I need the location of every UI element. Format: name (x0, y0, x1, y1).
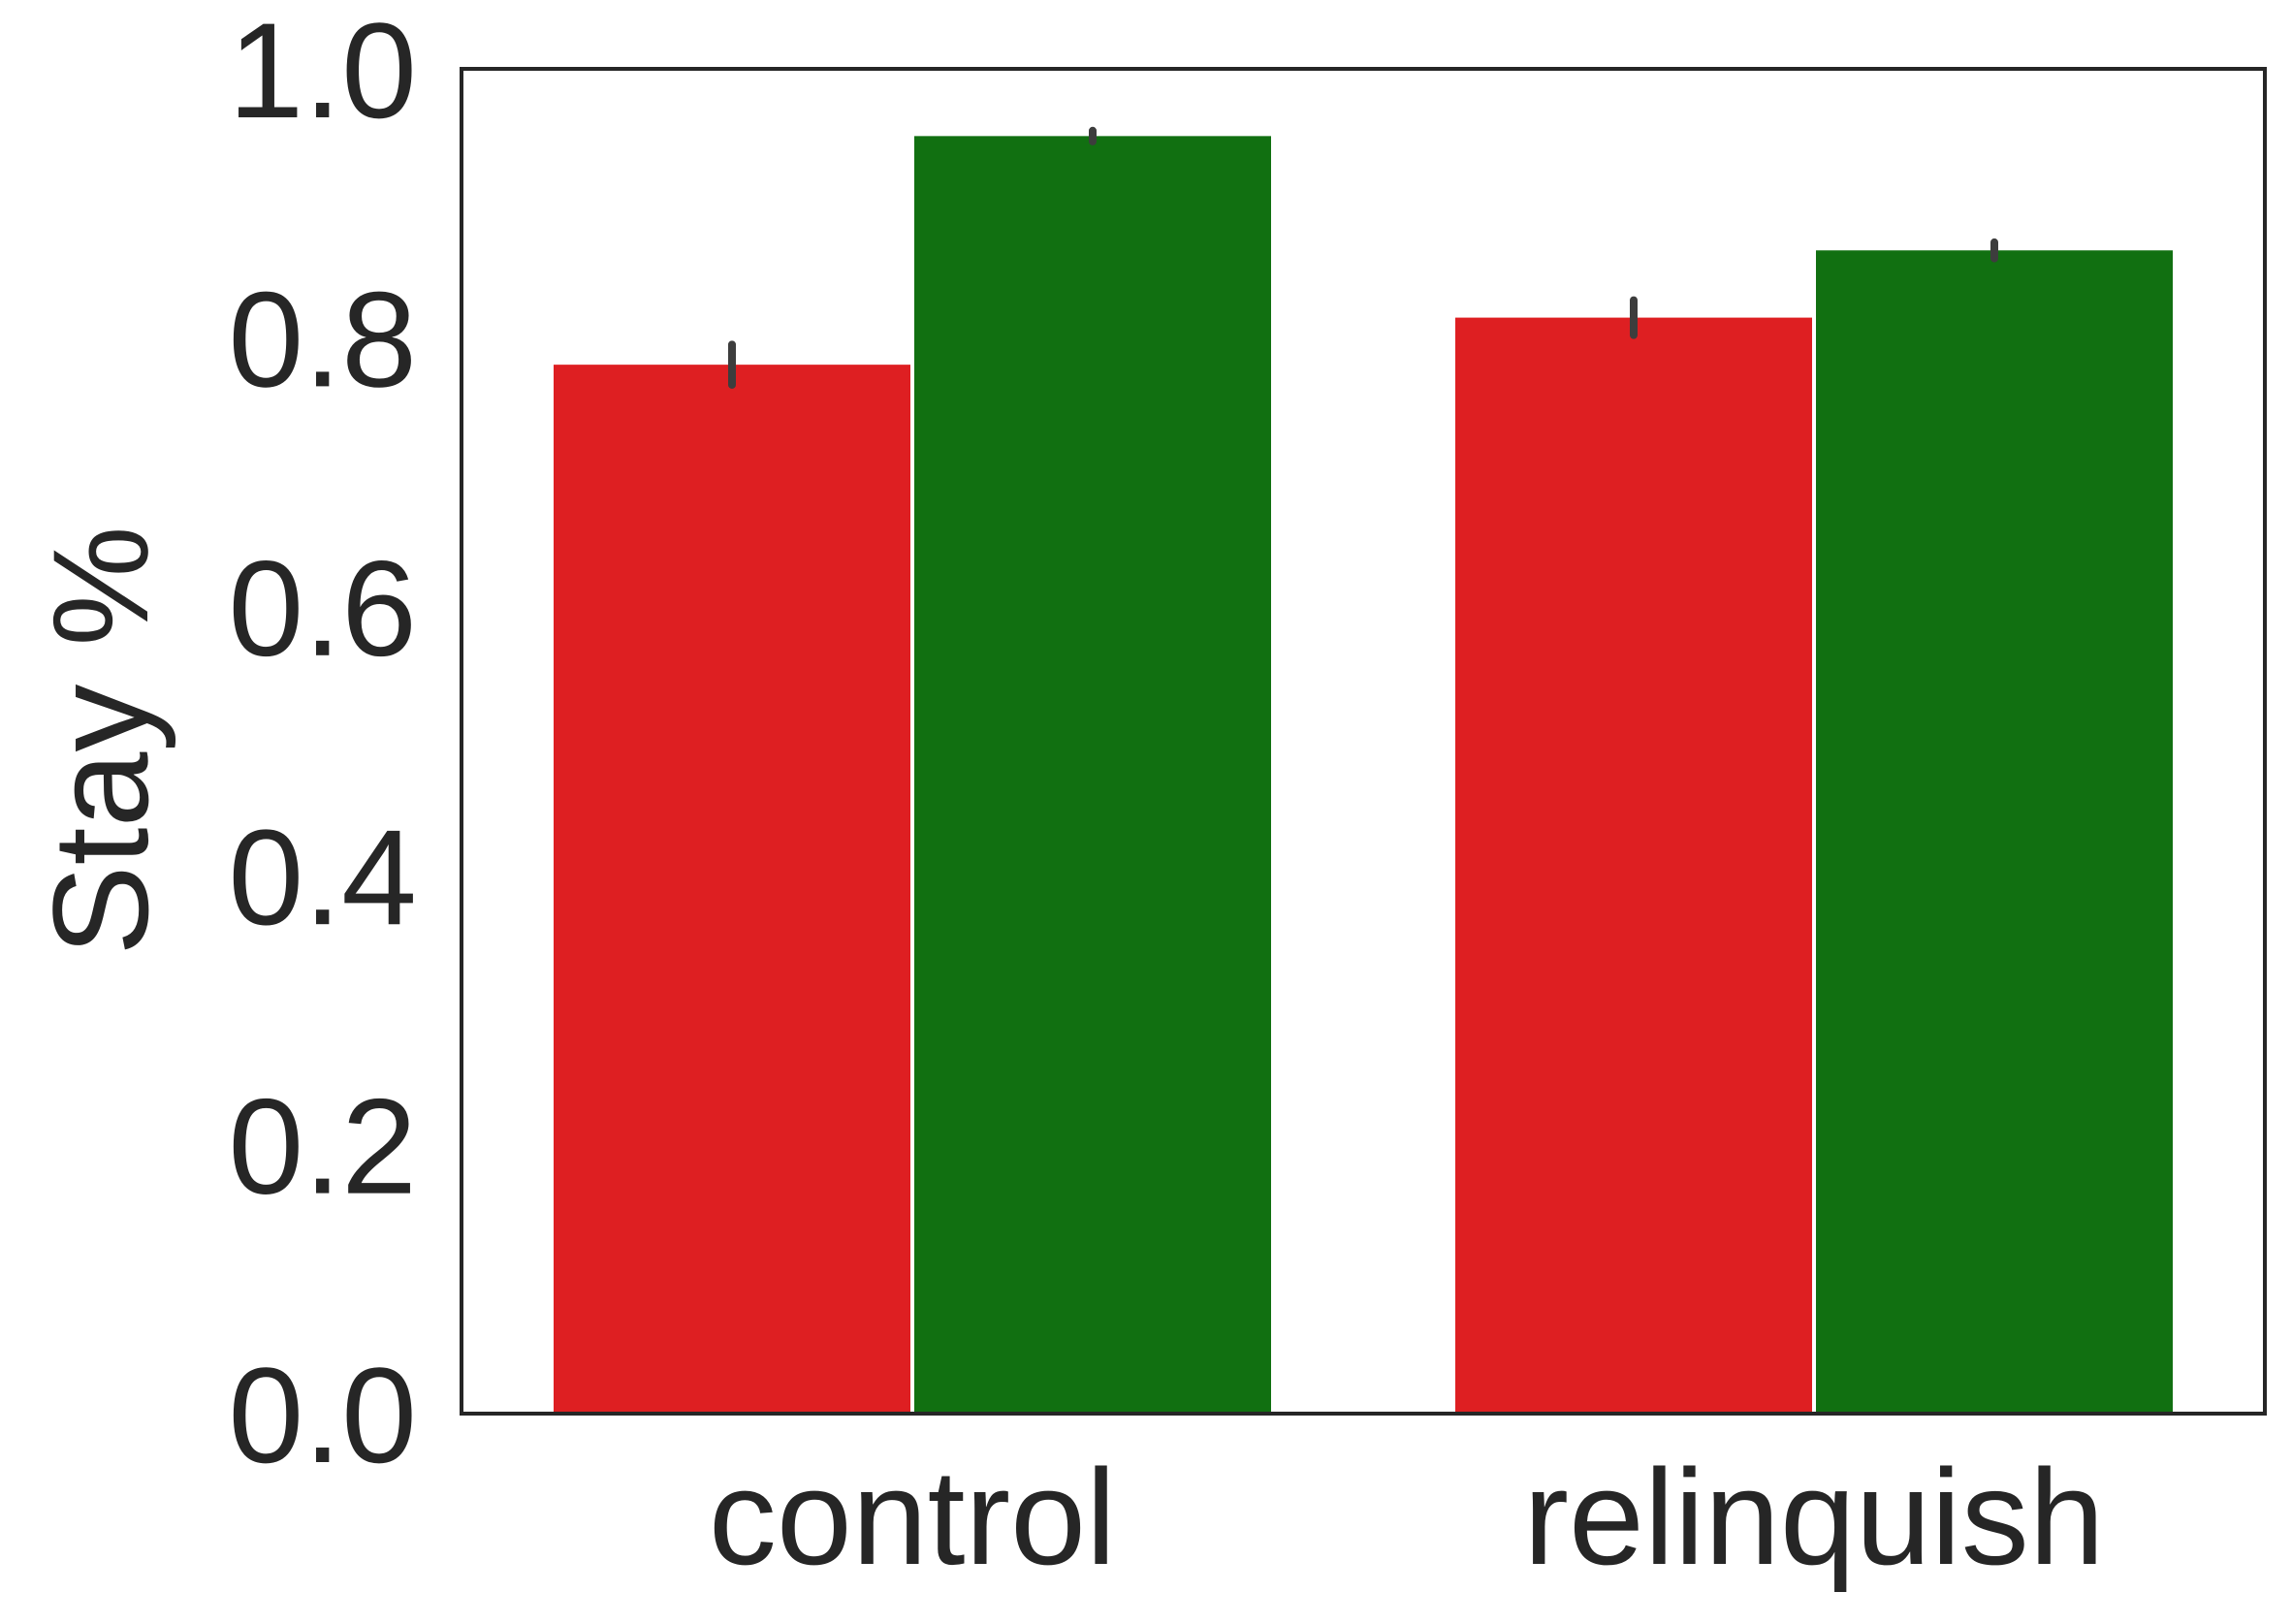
bar-relinquish-series-2 (1816, 250, 2173, 1414)
plot-frame (460, 67, 2267, 1416)
y-axis-label: Stay % (24, 525, 176, 956)
y-tick-label-0: 0.0 (228, 1339, 417, 1491)
errorbars-layer (728, 126, 1998, 389)
y-tick-label-3: 0.6 (228, 532, 417, 685)
bar-relinquish-series-1 (1455, 317, 1812, 1415)
x-axis-ticks: control relinquish (709, 1441, 2105, 1593)
x-tick-label-relinquish: relinquish (1523, 1441, 2104, 1593)
y-tick-label-2: 0.4 (228, 801, 417, 953)
y-tick-label-4: 0.8 (228, 263, 417, 415)
bar-control-series-2 (914, 136, 1271, 1415)
y-tick-label-1: 0.2 (228, 1070, 417, 1223)
y-tick-label-5: 1.0 (228, 0, 417, 146)
x-tick-label-control: control (709, 1441, 1116, 1593)
bar-control-series-1 (554, 365, 910, 1414)
y-axis-ticks: 0.0 0.2 0.4 0.6 0.8 1.0 (228, 0, 417, 1491)
bars-layer (554, 136, 2173, 1415)
